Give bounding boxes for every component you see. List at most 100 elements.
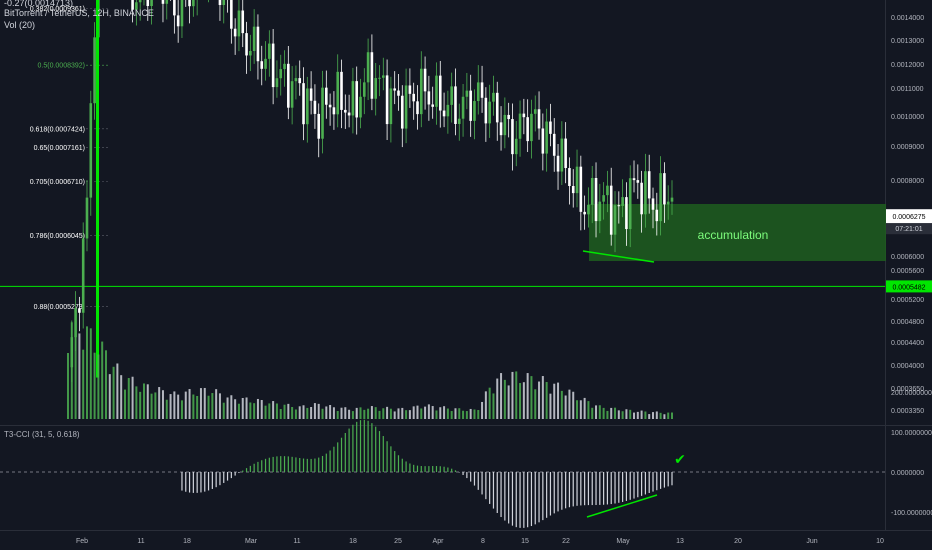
fib-level-label: 0.786(0.0006045)	[30, 233, 85, 240]
time-axis-tick: May	[616, 538, 630, 545]
price-axis-tick: 0.0008000	[891, 178, 924, 185]
level-price-value: 0.0005482	[892, 284, 925, 291]
volume-bar	[545, 382, 548, 419]
candle-body	[488, 101, 491, 124]
candle-body	[587, 204, 590, 215]
time-axis-tick: 11	[293, 538, 300, 545]
volume-bar	[268, 403, 271, 419]
candle-body	[180, 0, 184, 27]
volume-bar	[633, 412, 636, 419]
candle-body	[336, 71, 340, 115]
indicator-axis-tick: 200.0000000	[891, 390, 932, 397]
candle-body	[552, 133, 556, 156]
volume-bar	[150, 393, 153, 419]
volume-bar	[177, 394, 180, 419]
time-axis-tick: 11	[137, 538, 144, 545]
candle-body	[381, 75, 385, 78]
volume-bar	[450, 411, 453, 419]
volume-bar	[192, 394, 195, 419]
time-axis-tick: 22	[562, 538, 570, 545]
time-axis-tick: Feb	[76, 538, 88, 545]
candle-body	[131, 0, 134, 10]
candle-body	[545, 121, 548, 154]
fib-level-label: 0.5(0.0008392)	[38, 63, 85, 70]
candle-body	[321, 87, 324, 139]
volume-bar	[401, 407, 404, 419]
candle-body	[564, 138, 567, 169]
time-axis-tick: 13	[676, 538, 684, 545]
candle-body	[526, 117, 529, 142]
candle-body	[454, 86, 457, 124]
price-axis-tick: 0.0004000	[891, 363, 924, 370]
candle-body	[431, 104, 434, 107]
volume-bar	[473, 409, 476, 419]
volume-bar	[519, 383, 522, 419]
volume-bar	[614, 407, 617, 419]
volume-bar	[443, 406, 446, 419]
current-price-tag	[886, 209, 932, 224]
volume-bar	[329, 404, 332, 419]
volume-bar	[123, 389, 126, 419]
candle-body	[435, 75, 438, 107]
candle-body	[602, 195, 605, 202]
candle-body	[655, 209, 659, 222]
volume-bar	[667, 412, 670, 419]
volume-bar	[97, 354, 100, 419]
volume-bar	[237, 403, 240, 419]
volume-bar	[378, 410, 381, 419]
candle-body	[628, 178, 632, 230]
price-axis-tick: 0.0005600	[891, 268, 924, 275]
candle-body	[173, 0, 176, 16]
time-axis-tick: Mar	[245, 538, 258, 545]
price-axis-tick: 0.0004400	[891, 340, 924, 347]
candle-body	[575, 166, 579, 194]
accumulation-label: accumulation	[698, 228, 769, 242]
candle-body	[347, 112, 351, 116]
volume-bar	[310, 407, 313, 419]
volume-bar	[576, 400, 579, 419]
volume-bar	[173, 391, 176, 419]
spike-candle	[96, 0, 99, 378]
volume-bar	[522, 382, 525, 419]
price-axis-tick: 0.0009000	[891, 144, 924, 151]
candle-body	[651, 198, 655, 210]
candle-body	[81, 238, 85, 313]
volume-bar	[332, 407, 335, 419]
candle-body	[514, 138, 518, 155]
candle-body	[218, 0, 222, 5]
candle-body	[461, 96, 465, 119]
divergence-line-indicator	[586, 494, 658, 518]
candle-body	[408, 85, 412, 94]
candle-body	[306, 88, 309, 125]
candle-body	[556, 155, 560, 172]
price-axis-tick: 0.0006000	[891, 254, 924, 261]
candle-body	[344, 109, 347, 113]
volume-bar	[541, 376, 544, 419]
candle-body	[583, 211, 586, 215]
volume-bar	[104, 350, 107, 419]
volume-bar	[363, 409, 366, 419]
volume-bar	[93, 352, 96, 419]
divergence-line-price	[582, 250, 655, 263]
candle-body	[632, 178, 636, 181]
candle-body	[264, 58, 267, 69]
time-axis-tick: 15	[521, 538, 529, 545]
time-axis-tick: 18	[183, 538, 191, 545]
volume-bar	[659, 412, 662, 419]
volume-bar	[606, 410, 609, 419]
volume-bar	[302, 405, 305, 419]
volume-bar	[424, 406, 427, 419]
volume-bar	[211, 393, 214, 419]
volume-bar	[215, 389, 218, 419]
volume-bar	[108, 374, 111, 419]
volume-bar	[298, 406, 301, 419]
volume-bar	[655, 411, 658, 419]
candle-body	[465, 90, 469, 97]
candle-body	[606, 185, 609, 196]
candle-body	[309, 88, 313, 101]
candle-body	[393, 88, 396, 91]
candle-body	[287, 63, 290, 108]
volume-bar	[158, 387, 161, 419]
candle-body	[252, 26, 256, 51]
